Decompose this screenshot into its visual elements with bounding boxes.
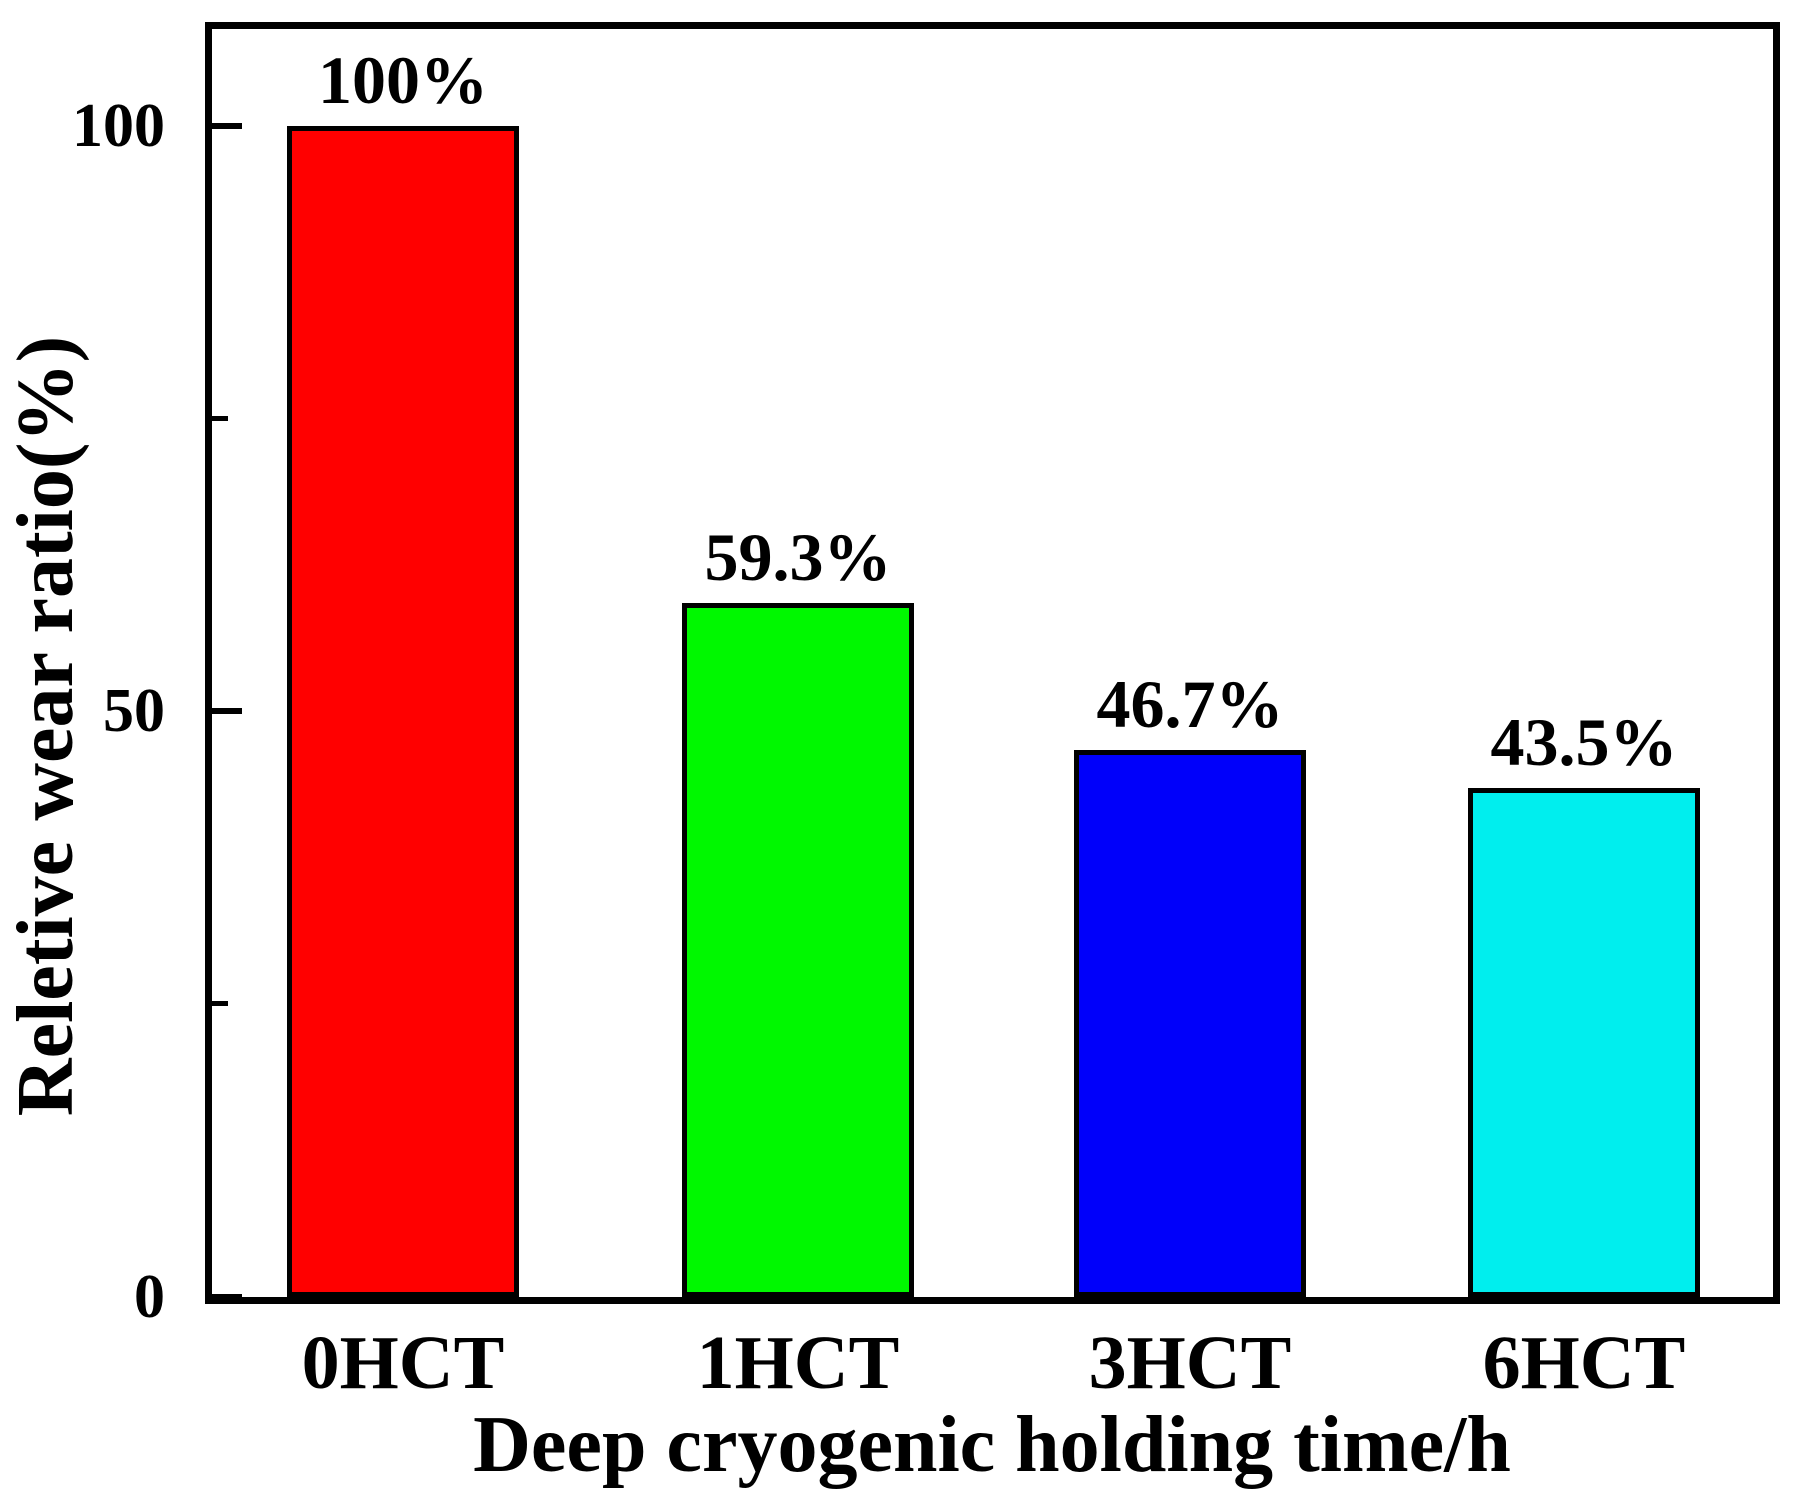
bar-value-label: 46.7% xyxy=(1096,666,1284,742)
y-major-tick xyxy=(212,123,242,129)
y-tick-label: 0 xyxy=(134,1263,165,1331)
bar-value-label: 59.3% xyxy=(704,519,892,595)
x-tick-label: 6HCT xyxy=(1482,1321,1686,1405)
x-axis-title: Deep cryogenic holding time/h xyxy=(473,1401,1511,1489)
y-major-tick xyxy=(212,1294,242,1300)
y-tick-label: 100 xyxy=(72,92,165,160)
y-major-tick xyxy=(212,708,242,714)
y-tick-label: 50 xyxy=(103,677,165,745)
y-minor-tick xyxy=(212,416,228,421)
bar-3hct xyxy=(1074,750,1306,1297)
plot-area: 100% 59.3% 46.7% 43.5% xyxy=(205,22,1780,1304)
bar-0hct xyxy=(287,126,519,1297)
bar-value-label: 100% xyxy=(318,42,488,118)
bar-6hct xyxy=(1468,788,1700,1297)
x-tick-label: 0HCT xyxy=(301,1321,505,1405)
bar-1hct xyxy=(682,603,914,1297)
x-tick-label: 1HCT xyxy=(696,1321,900,1405)
x-tick-label: 3HCT xyxy=(1088,1321,1292,1405)
bar-value-label: 43.5% xyxy=(1490,704,1678,780)
y-minor-tick xyxy=(212,1001,228,1006)
